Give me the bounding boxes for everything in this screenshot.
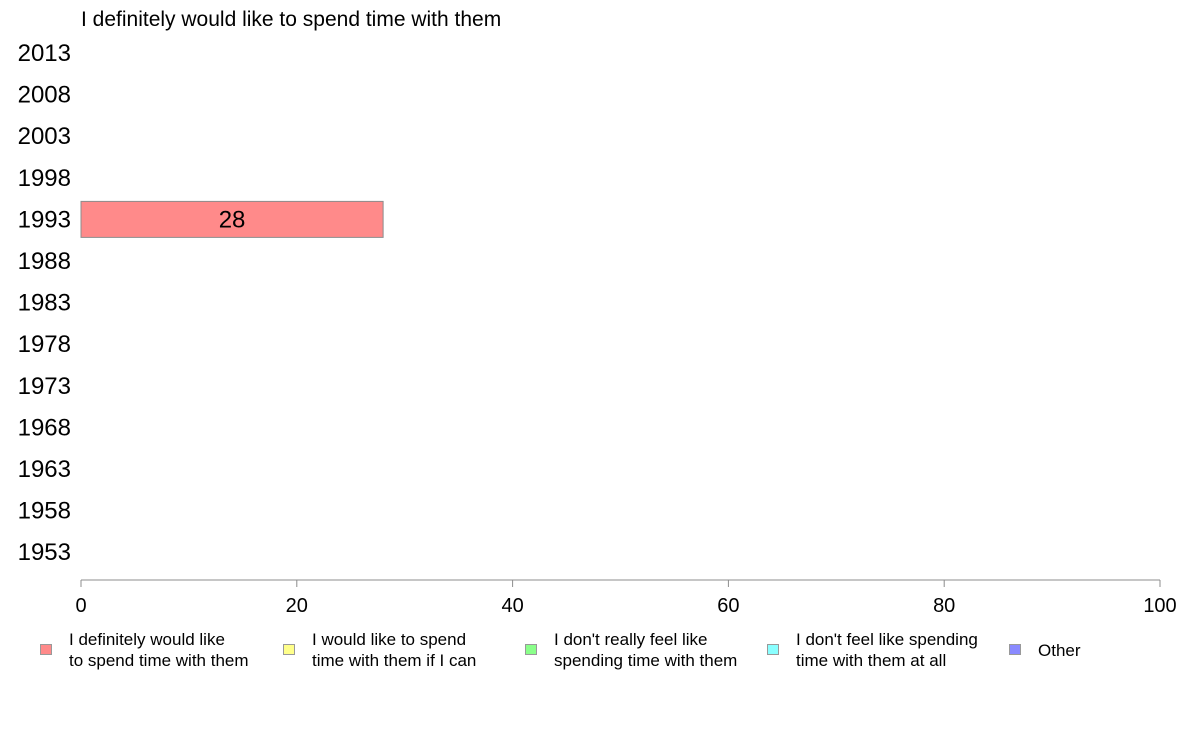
- legend-swatch: [525, 644, 537, 655]
- legend-swatch: [40, 644, 52, 655]
- legend-label: I definitely would like to spend time wi…: [69, 630, 249, 670]
- bar: [80, 200, 384, 238]
- x-tick-label: 0: [75, 595, 86, 617]
- x-tick-label: 60: [717, 595, 739, 617]
- y-tick-label: 1963: [18, 456, 71, 483]
- chart-title: I definitely would like to spend time wi…: [81, 8, 501, 31]
- bar-data-label: 28: [219, 206, 246, 233]
- legend: I definitely would like to spend time wi…: [0, 629, 1188, 679]
- y-tick-label: 2013: [18, 40, 71, 67]
- y-tick-label: 1958: [18, 498, 71, 525]
- y-tick-label: 1983: [18, 290, 71, 317]
- bars: [80, 200, 384, 238]
- y-tick-label: 2008: [18, 82, 71, 109]
- legend-label: I don't really feel like spending time w…: [554, 630, 738, 670]
- legend-label: I would like to spend time with them if …: [312, 630, 477, 670]
- y-tick-label: 1988: [18, 248, 71, 275]
- x-axis: 0 20 40 60 80 100: [75, 579, 1177, 617]
- bar-data-labels: 28: [219, 206, 246, 233]
- y-tick-label: 2003: [18, 123, 71, 150]
- y-tick-label: 1953: [18, 539, 71, 566]
- x-tick-label: 40: [501, 595, 523, 617]
- x-tick-label: 100: [1143, 595, 1176, 617]
- legend-label: Other: [1038, 641, 1081, 660]
- y-tick-label: 1978: [18, 331, 71, 358]
- legend-swatch: [767, 644, 779, 655]
- legend-label: I don't feel like spending time with the…: [796, 630, 978, 670]
- x-tick-label: 20: [286, 595, 308, 617]
- legend-swatch: [1009, 644, 1021, 655]
- legend-swatch: [283, 644, 295, 655]
- y-tick-label: 1968: [18, 414, 71, 441]
- y-tick-label: 1993: [18, 206, 71, 233]
- x-tick-label: 80: [933, 595, 955, 617]
- y-tick-label: 1973: [18, 373, 71, 400]
- y-tick-label: 1998: [18, 165, 71, 192]
- y-axis-labels: 2013 2008 2003 1998 1993 1988 1983 1978 1973 1968…: [18, 40, 71, 566]
